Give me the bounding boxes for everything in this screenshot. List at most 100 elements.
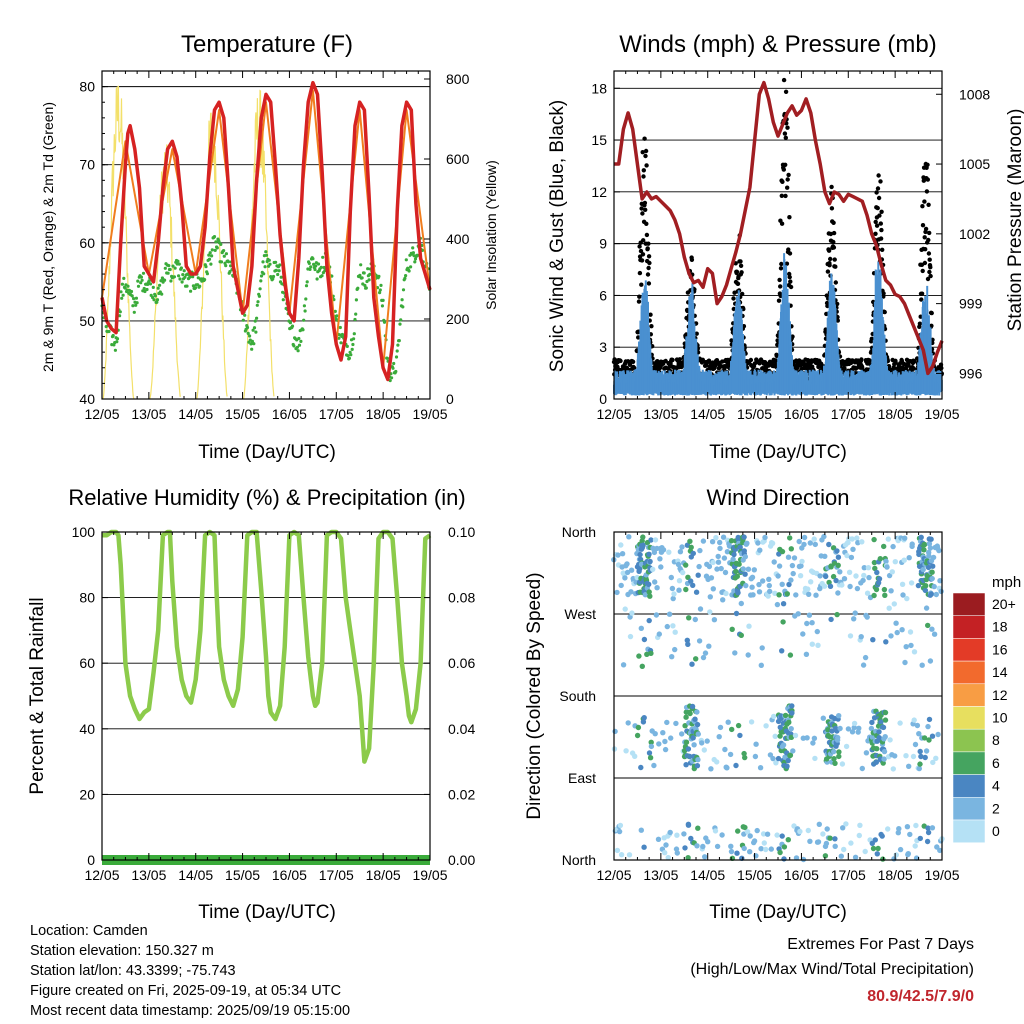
direction-point [777, 849, 783, 856]
direction-point [690, 550, 696, 557]
direction-point [901, 557, 907, 563]
speed-legend-swatch [952, 751, 986, 775]
gust-point [748, 357, 754, 363]
gust-point [825, 303, 830, 309]
direction-point [697, 547, 703, 554]
direction-point [931, 583, 937, 590]
dewpoint-point [153, 294, 157, 298]
gust-point [783, 89, 789, 95]
speed-legend-label: 4 [992, 778, 1000, 794]
gust-point [641, 168, 646, 173]
direction-point [781, 844, 788, 850]
gust-point [922, 235, 927, 240]
gust-point [927, 257, 932, 262]
direction-point [626, 534, 632, 540]
dewpoint-point [219, 242, 223, 246]
dewpoint-point [304, 297, 308, 301]
direction-point [686, 615, 692, 621]
direction-point [820, 715, 826, 721]
x-tick-label: 17/05 [319, 406, 354, 422]
dewpoint-point [166, 271, 170, 275]
direction-point [870, 845, 877, 852]
direction-point [745, 652, 751, 658]
gust-point [831, 239, 836, 245]
direction-point [904, 595, 910, 602]
direction-point [822, 853, 829, 859]
direction-point [789, 562, 796, 569]
direction-point [920, 566, 926, 573]
direction-point [735, 590, 741, 596]
dewpoint-point [394, 355, 399, 359]
dewpoint-point [358, 273, 362, 277]
gust-point [927, 230, 932, 236]
dewpoint-point [181, 273, 185, 277]
dewpoint-point [251, 328, 255, 332]
direction-point [705, 839, 711, 845]
gust-point [877, 213, 882, 218]
speed-legend-swatch [952, 774, 986, 798]
direction-point [672, 646, 678, 653]
speed-legend-swatch [952, 797, 986, 821]
humidity-y-tick-label: 80 [79, 590, 95, 606]
gust-point [842, 366, 847, 371]
direction-point [766, 582, 772, 589]
direction-point [750, 592, 756, 598]
direction-point [793, 592, 799, 598]
direction-point [695, 757, 701, 763]
gust-point [646, 265, 651, 271]
dewpoint-point [277, 269, 281, 273]
dewpoint-point [397, 339, 401, 343]
direction-point [763, 846, 769, 853]
humidity-panel: Relative Humidity (%) & Precipitation (i… [27, 485, 475, 923]
gust-point [643, 153, 648, 159]
direction-point [638, 764, 644, 771]
direction-point [935, 731, 941, 738]
direction-point [899, 627, 905, 633]
direction-point [683, 586, 689, 593]
gust-point [645, 246, 650, 251]
dewpoint-point [308, 267, 312, 271]
dewpoint-point [136, 279, 140, 283]
direction-point [910, 753, 917, 760]
footer-recent: Most recent data timestamp: 2025/09/19 0… [30, 1003, 351, 1019]
dewpoint-point [313, 267, 317, 272]
x-tick-label: 14/05 [690, 406, 725, 422]
direction-point [618, 542, 624, 548]
direction-point [618, 582, 624, 589]
direction-point [667, 829, 673, 836]
gust-point [735, 281, 741, 286]
gust-point [928, 273, 933, 279]
direction-point [733, 568, 739, 575]
gust-point [831, 220, 836, 225]
temperature-y-tick-label: 60 [79, 235, 95, 251]
direction-point [751, 567, 757, 573]
gust-point [835, 301, 840, 307]
direction-point [683, 714, 689, 720]
direction-point [790, 570, 796, 577]
speed-legend-label: 2 [992, 800, 1000, 816]
direction-point [791, 555, 798, 561]
humidity-y2-tick-label: 0.06 [448, 655, 475, 671]
winds-y-tick-label: 15 [591, 132, 607, 148]
direction-point [839, 761, 846, 767]
direction-point [722, 746, 728, 753]
dewpoint-point [348, 350, 352, 354]
direction-point [664, 719, 670, 726]
direction-point [690, 582, 696, 588]
winds-y2-label: Station Pressure (Maroon) [1005, 109, 1024, 332]
speed-legend-swatch [952, 683, 986, 707]
gust-point [880, 247, 885, 252]
dewpoint-point [352, 337, 356, 341]
gust-point [777, 277, 782, 283]
x-tick-label: 18/05 [366, 867, 401, 883]
direction-point [851, 720, 858, 727]
dewpoint-point [258, 287, 262, 291]
gust-point [926, 202, 931, 207]
gust-point [637, 294, 642, 299]
gust-point [879, 209, 884, 214]
x-tick-label: 12/05 [84, 867, 119, 883]
direction-point [756, 589, 763, 595]
x-tick-label: 19/05 [412, 867, 447, 883]
gust-point [920, 204, 925, 209]
speed-legend-swatch [952, 819, 986, 843]
